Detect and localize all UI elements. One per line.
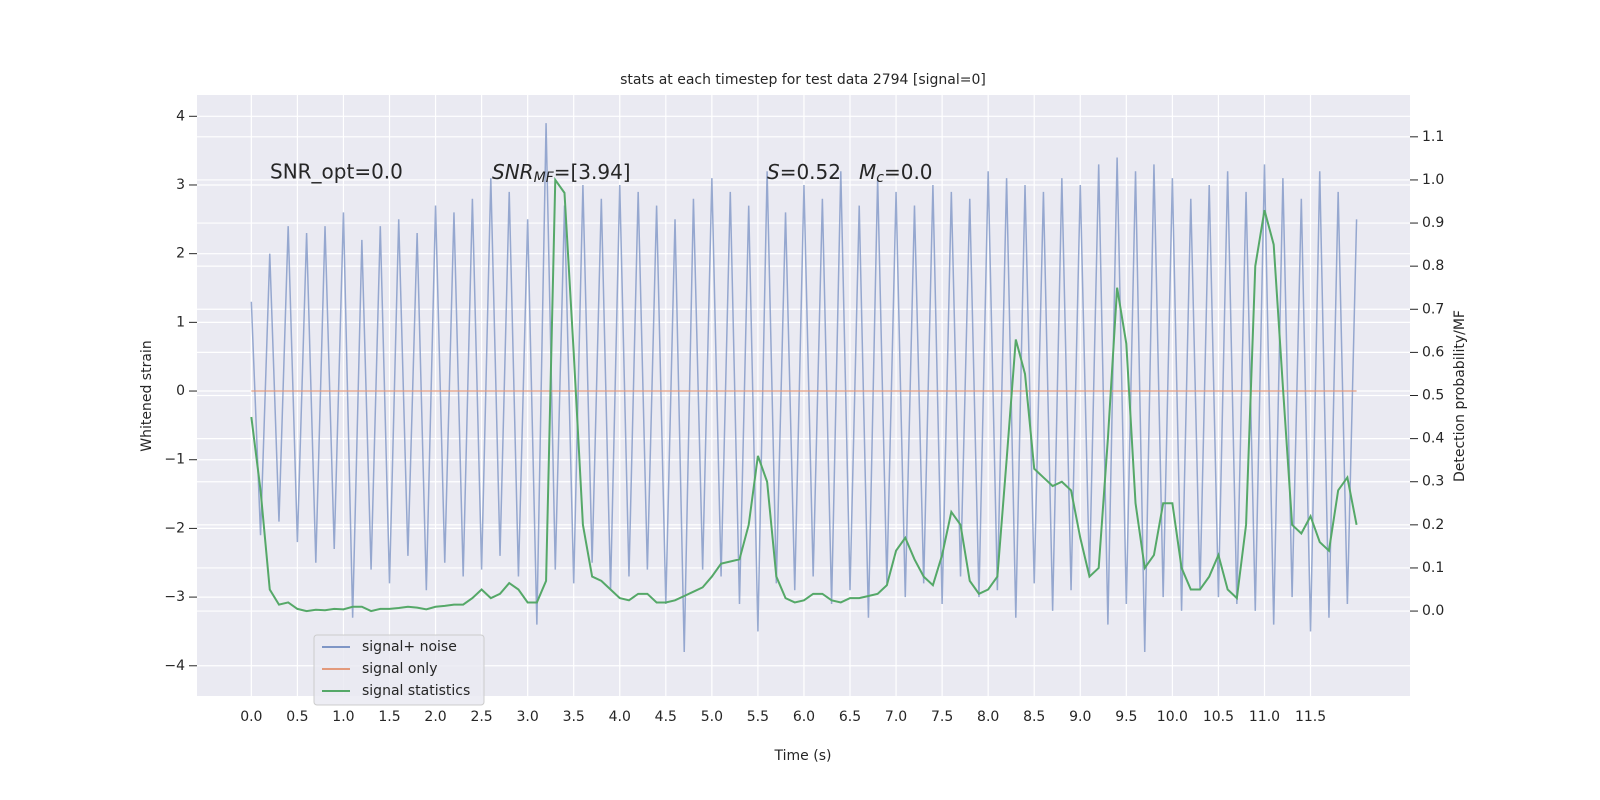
x-tick-label: 0.0 [240,709,262,725]
annotation: Mc=0.0 [859,160,933,187]
annotation: SNR_opt=0.0 [270,160,403,184]
y2-tick-label: 0.5 [1422,388,1444,404]
x-tick-label: 4.0 [609,709,631,725]
x-tick-label: 10.0 [1157,709,1188,725]
x-tick-label: 6.5 [839,709,861,725]
x-tick-label: 1.0 [332,709,354,725]
annotation-part: =0.0 [884,160,933,184]
series-line [250,123,1358,653]
y2-tick-label: 1.1 [1422,129,1444,145]
x-tick-label: 0.5 [286,709,308,725]
x-tick-label: 2.5 [470,709,492,725]
legend-box [313,634,485,706]
y-tick-label: 0 [176,383,185,399]
legend-label: signal only [362,661,437,677]
annotation-part: S [767,160,780,184]
y2-tick-label: 0.9 [1422,215,1444,231]
x-tick-label: 6.0 [793,709,815,725]
y-tick-label: −2 [164,520,185,536]
y2-tick-label: 1.0 [1422,172,1444,188]
y-tick-label: 3 [176,177,185,193]
y2-tick-label: 0.8 [1422,258,1444,274]
y-tick-label: 2 [176,246,185,262]
x-tick-label: 5.5 [747,709,769,725]
annotation-part: c [876,170,884,186]
plot [197,95,1410,696]
x-tick-label: 8.5 [1023,709,1045,725]
x-tick-label: 10.5 [1203,709,1234,725]
y-tick-label: −3 [164,589,185,605]
y2-tick-label: 0.0 [1422,603,1444,619]
y2-axis-label: Detection probability/MF [1452,310,1468,482]
y2-tick-label: 0.3 [1422,474,1444,490]
x-tick-label: 1.5 [378,709,400,725]
chart-title: stats at each timestep for test data 279… [620,72,986,88]
y2-tick-label: 0.1 [1422,560,1444,576]
legend: signal+ noise signal only signal statistic… [313,634,485,706]
annotation-part: SNR [492,160,534,184]
x-tick-label: 3.0 [517,709,539,725]
annotation-part: M [859,160,876,184]
x-tick-label: 2.0 [424,709,446,725]
series-line [250,176,1358,613]
annotation-part: =0.52 [780,160,841,184]
y-tick-label: 1 [176,314,185,330]
annotation-part: =[3.94] [554,160,631,184]
x-tick-label: 8.0 [977,709,999,725]
y2-tick-label: 0.2 [1422,517,1444,533]
y-tick-label: −4 [164,658,185,674]
x-axis-label: Time (s) [774,748,832,764]
y2-tick-label: 0.7 [1422,301,1444,317]
y-tick-label: 4 [176,108,185,124]
y2-tick-label: 0.4 [1422,431,1444,447]
annotation-part: MF [534,170,555,186]
legend-label: signal statistics [362,683,470,699]
x-tick-label: 3.5 [563,709,585,725]
y2-tick-label: 0.6 [1422,344,1444,360]
x-tick-label: 7.5 [931,709,953,725]
x-tick-label: 11.0 [1249,709,1280,725]
x-tick-label: 9.0 [1069,709,1091,725]
annotation: S=0.52 [767,160,841,184]
x-tick-label: 11.5 [1295,709,1326,725]
x-tick-label: 7.0 [885,709,907,725]
y-tick-label: −1 [164,452,185,468]
y-axis-label: Whitened strain [139,340,155,451]
legend-label: signal+ noise [362,639,457,655]
annotation: SNRMF=[3.94] [492,160,631,187]
x-tick-label: 5.0 [701,709,723,725]
x-tick-label: 4.5 [655,709,677,725]
x-tick-label: 9.5 [1115,709,1137,725]
